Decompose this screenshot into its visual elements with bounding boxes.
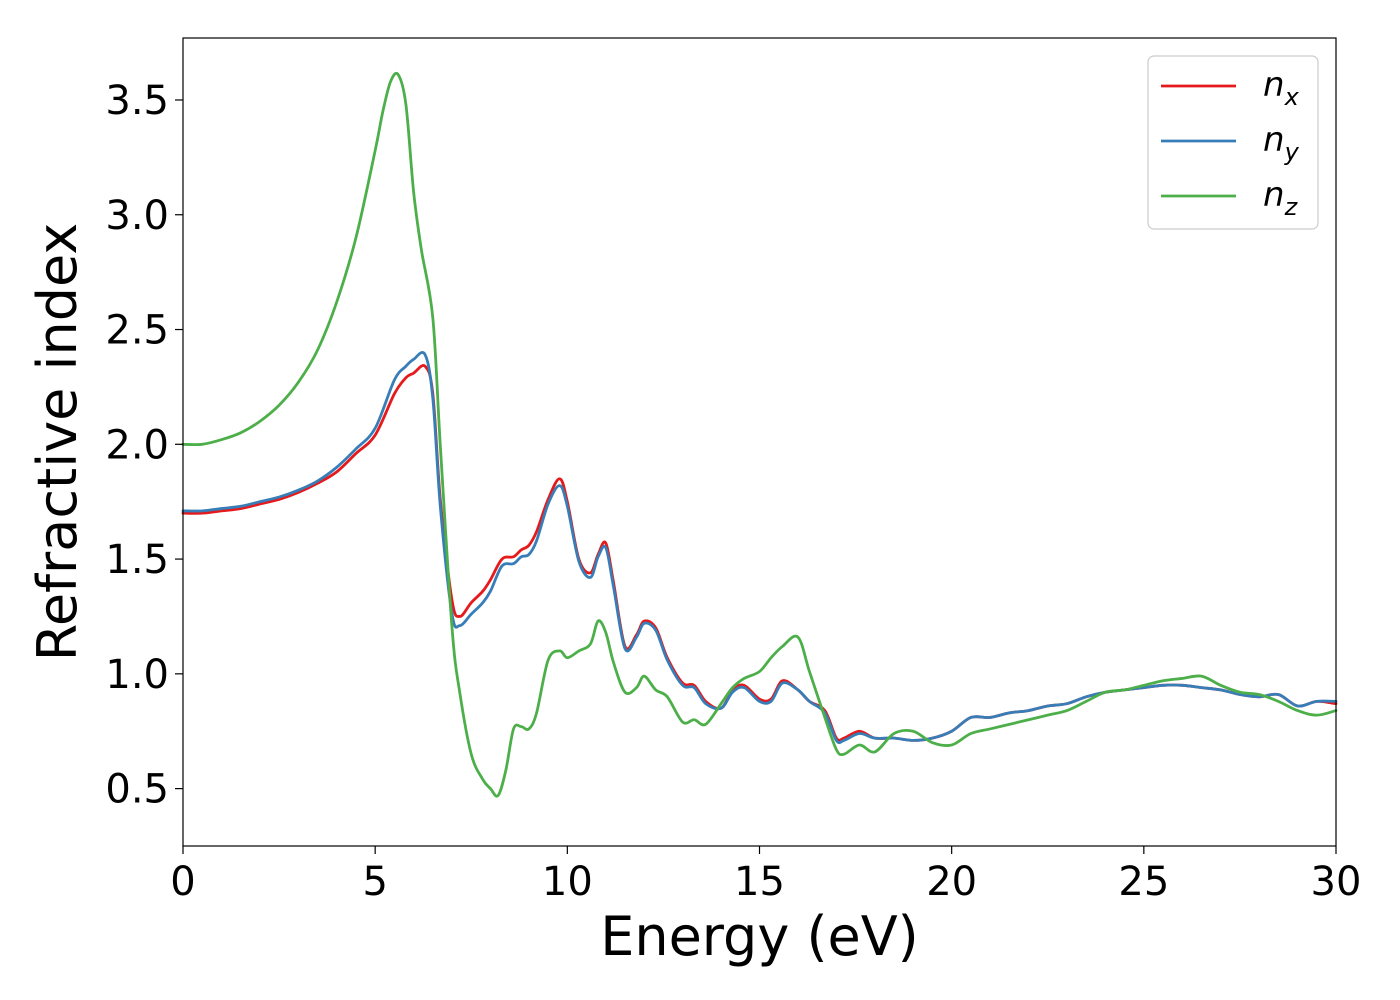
x-tick-label: 30 bbox=[1311, 859, 1362, 905]
legend-box bbox=[1147, 55, 1319, 230]
y-axis-ticks: 0.5 1.0 1.5 2.0 2.5 3.0 3.5 bbox=[105, 78, 183, 813]
y-tick-label: 0.5 bbox=[105, 767, 169, 813]
legend-label-x: nx bbox=[1263, 65, 1300, 111]
x-tick-label: 0 bbox=[170, 859, 195, 905]
series-layer bbox=[181, 71, 1338, 798]
y-tick-label: 2.0 bbox=[105, 422, 169, 468]
legend-items: nx ny nz bbox=[1161, 65, 1300, 221]
y-tick-label: 2.5 bbox=[105, 308, 169, 354]
x-tick-label: 25 bbox=[1118, 859, 1169, 905]
y-tick-label: 3.0 bbox=[105, 193, 169, 239]
series-line-z bbox=[181, 71, 1338, 798]
y-tick-label: 3.5 bbox=[105, 78, 169, 124]
y-tick-label: 1.0 bbox=[105, 652, 169, 698]
x-tick-label: 5 bbox=[362, 859, 387, 905]
x-tick-label: 20 bbox=[926, 859, 977, 905]
y-axis-title: Refractive index bbox=[26, 223, 89, 662]
legend-label-y: ny bbox=[1263, 120, 1300, 166]
x-axis-ticks: 0 5 10 15 20 25 30 bbox=[170, 846, 1361, 905]
x-tick-label: 10 bbox=[542, 859, 593, 905]
legend-label-z: nz bbox=[1263, 175, 1299, 221]
legend: nx ny nz bbox=[1147, 55, 1319, 230]
series-line-y bbox=[181, 351, 1338, 745]
x-tick-label: 15 bbox=[734, 859, 785, 905]
x-axis-title: Energy (eV) bbox=[600, 905, 919, 968]
y-tick-label: 1.5 bbox=[105, 537, 169, 583]
plot-background bbox=[183, 38, 1336, 846]
